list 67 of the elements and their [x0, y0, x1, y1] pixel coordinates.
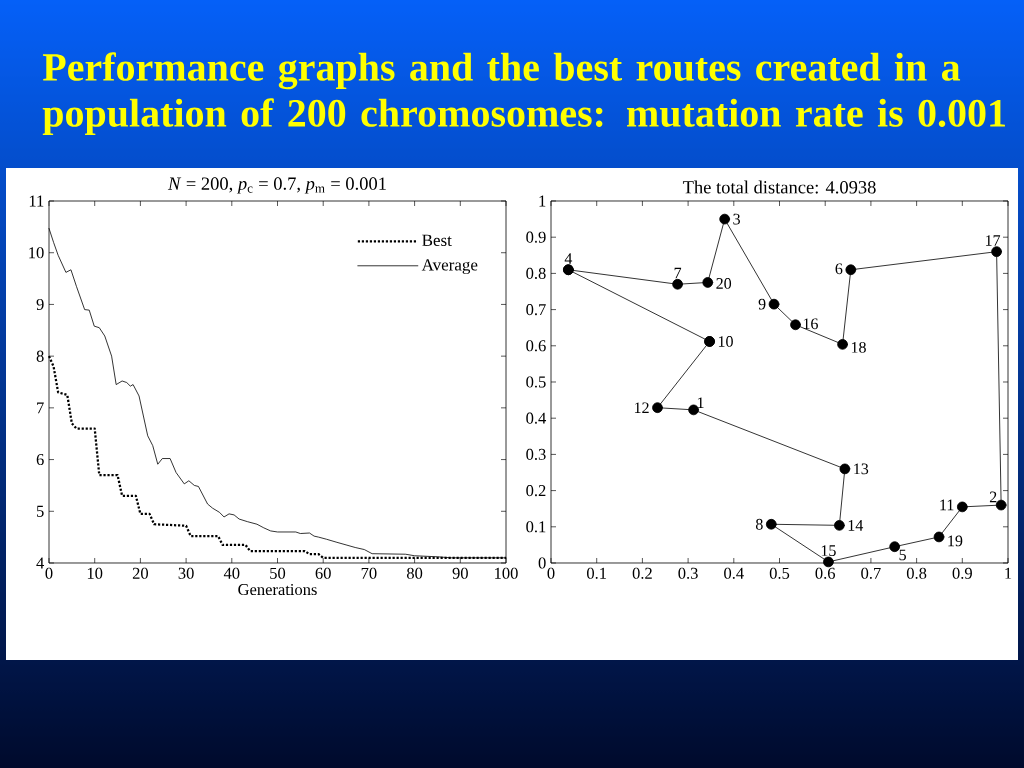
y-tick-label: 10 [29, 247, 44, 259]
x-tick-label: 20 [132, 567, 149, 579]
x-tick-label: 0.4 [724, 567, 744, 579]
x-tick-label: 0.2 [632, 567, 652, 579]
annotation: 2 [989, 491, 997, 503]
y-tick-label: 5 [37, 505, 44, 517]
x-tick-label: 50 [270, 567, 286, 579]
annotation: 15 [821, 545, 836, 556]
y-tick-label: 1 [539, 195, 546, 207]
y-tick-label: 0.9 [526, 231, 546, 243]
annotation: 9 [758, 298, 766, 310]
x-tick-label: 0.6 [815, 567, 836, 579]
chart-subtitle: N = 200, p$_{c}$ = 0.7, p$_{m}$ = 0.001 [167, 177, 386, 194]
annotation: 13 [854, 463, 869, 475]
annotation: 7 [674, 267, 682, 279]
x-tick-label: 100 [495, 567, 518, 579]
y-tick-label: 7 [37, 402, 44, 414]
legend-label: Best [422, 234, 452, 247]
y-tick-label: 9 [36, 298, 44, 310]
annotation: 8 [755, 518, 763, 530]
annotation: 5 [899, 549, 906, 561]
x-tick-label: 0 [45, 567, 53, 579]
annotation: 4 [564, 253, 573, 264]
annotation: 17 [985, 235, 1001, 246]
x-tick-label: 0.3 [678, 567, 698, 579]
annotation: 14 [848, 520, 864, 531]
x-tick-label: 0.9 [952, 567, 972, 579]
x-tick-label: 1 [1005, 567, 1012, 579]
x-tick-label: 60 [315, 567, 331, 579]
annotation: 19 [948, 535, 963, 547]
annotation: 20 [716, 278, 732, 289]
y-tick-label: 11 [29, 195, 44, 207]
chart-title: The total distance: 4.0938 [682, 180, 876, 194]
y-tick-label: 0.4 [526, 412, 547, 424]
y-tick-label: 0.5 [526, 376, 546, 388]
y-tick-label: 0.3 [526, 448, 546, 460]
legend-label: Average [421, 259, 478, 275]
y-tick-label: 6 [36, 454, 44, 466]
x-tick-label: 40 [223, 567, 240, 579]
annotation: 16 [803, 318, 818, 330]
annotation: 10 [718, 336, 733, 347]
annotation: 6 [835, 263, 843, 275]
chart-title: Performance graphs and the best routes created in a population of 200 chromosomes: mutation rate is 0.001 [42, 52, 1005, 135]
y-tick-label: 0.8 [526, 267, 546, 279]
y-tick-label: 0.1 [526, 521, 546, 533]
annotation: 11 [940, 499, 954, 511]
y-tick-label: 8 [36, 350, 44, 362]
y-tick-label: 0.2 [526, 484, 546, 497]
x-tick-label: 30 [178, 567, 194, 579]
x-tick-label: 0.1 [587, 567, 607, 579]
annotation: 3 [733, 213, 740, 225]
annotation: 18 [851, 341, 866, 353]
x-axis-title: Generations [238, 584, 317, 596]
x-tick-label: 90 [452, 567, 468, 579]
x-tick-label: 70 [361, 567, 377, 579]
annotation: 1 [697, 397, 704, 408]
x-tick-label: 0.5 [769, 567, 790, 579]
y-tick-label: 0.7 [526, 303, 546, 316]
annotation: 12 [634, 402, 649, 413]
x-tick-label: 0.7 [861, 567, 881, 579]
y-tick-label: 0.6 [526, 340, 546, 352]
y-tick-label: 4 [36, 557, 45, 569]
x-tick-label: 0 [547, 567, 555, 579]
x-tick-label: 80 [406, 567, 423, 579]
x-tick-label: 10 [87, 567, 103, 579]
y-tick-label: 0 [538, 557, 546, 569]
x-tick-label: 0.8 [906, 567, 927, 579]
